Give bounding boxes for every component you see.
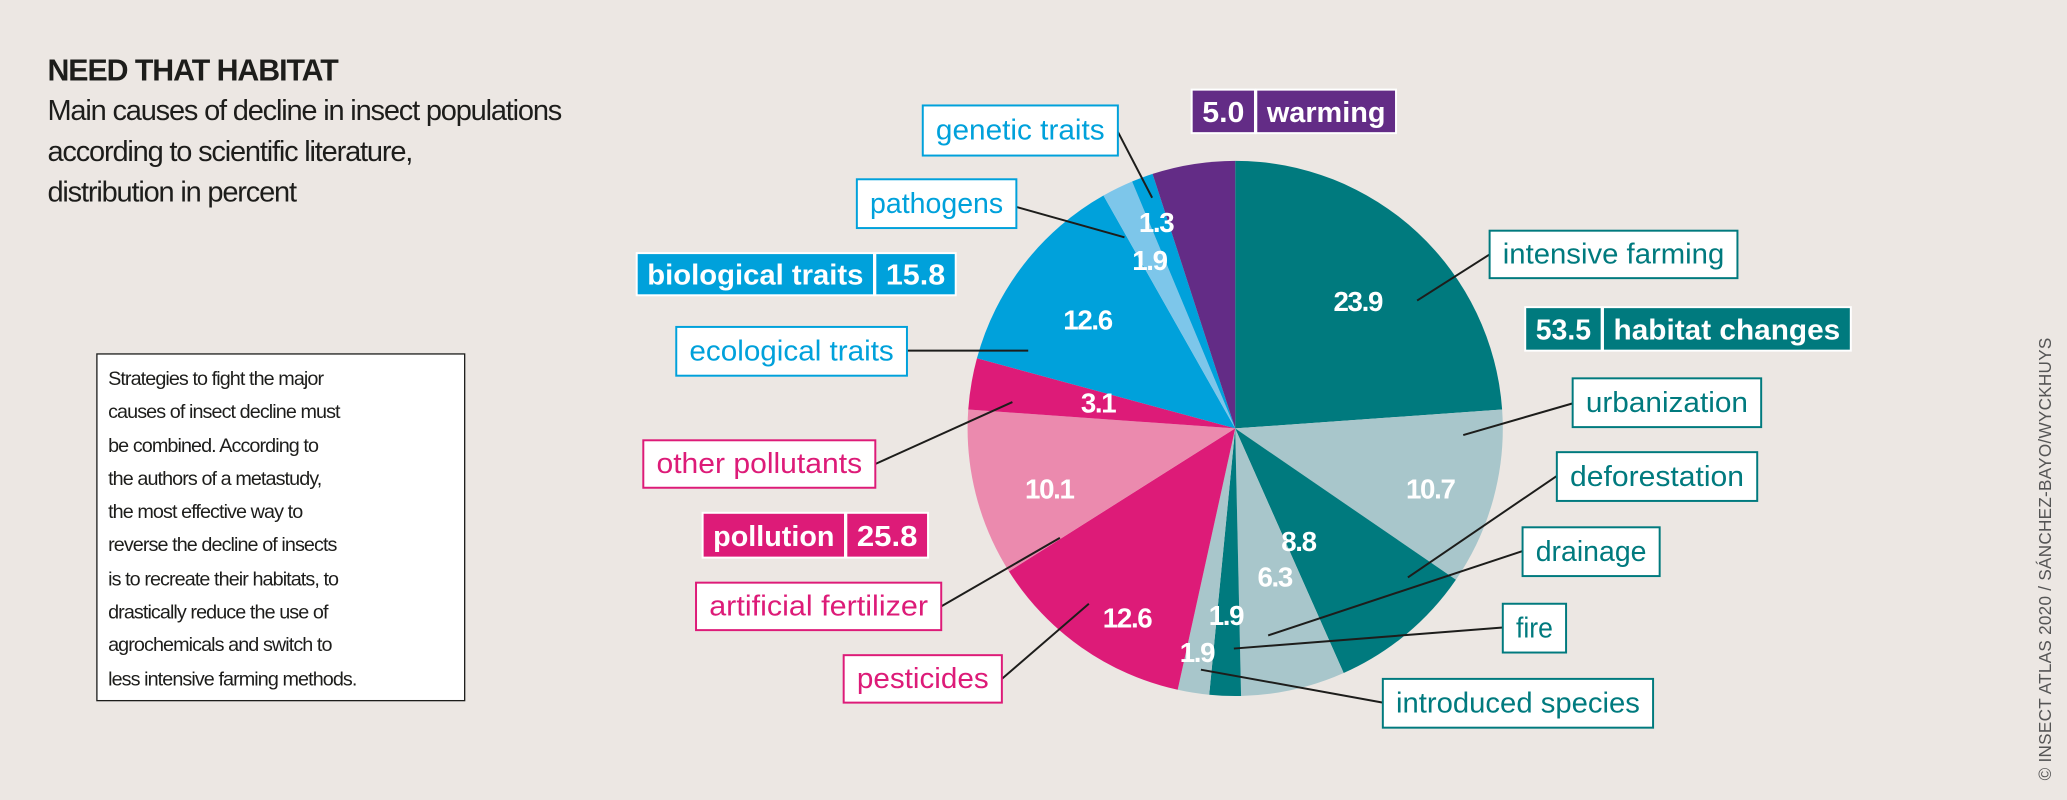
pie-slice-fire — [1209, 428, 1242, 697]
group-total-warming: 5.0 — [1202, 97, 1244, 129]
group-name-warming: warming — [1266, 97, 1386, 129]
callout-label-deforestation: deforestation — [1570, 461, 1744, 493]
callout-label-genetic-traits: genetic traits — [936, 115, 1105, 147]
pie-slice-ecological-traits — [976, 195, 1236, 429]
slice-value-introduced-species: 1.9 — [1180, 637, 1215, 668]
note-line: the authors of a metastudy, — [108, 467, 322, 491]
group-badge-cell-warming — [1190, 88, 1256, 135]
pie-slice-intensive-farming — [1235, 160, 1503, 429]
group-badge-cell-biological-traits — [874, 252, 957, 297]
callout-label-pesticides: pesticides — [857, 663, 989, 695]
leader-line-introduced-species — [1200, 668, 1384, 704]
slice-value-artificial-fertilizer: 10.1 — [1025, 473, 1075, 504]
callout-label-drainage: drainage — [1536, 536, 1647, 568]
slice-value-deforestation: 8.8 — [1281, 526, 1316, 557]
callout-box-introduced-species — [1381, 677, 1655, 729]
note-line: causes of insect decline must — [108, 401, 340, 424]
slice-value-ecological-traits: 12.6 — [1063, 305, 1113, 336]
callout-box-deforestation — [1555, 451, 1759, 502]
note-line: less intensive farming methods. — [108, 667, 357, 691]
note-line: the most effective way to — [108, 501, 303, 524]
callout-box-pathogens — [855, 178, 1018, 230]
callout-label-ecological-traits: ecological traits — [689, 336, 893, 368]
note-box: Strategies to fight the major causes of … — [96, 353, 466, 702]
group-badge-cell-pollution — [845, 511, 930, 559]
group-total-pollution: 25.8 — [857, 521, 918, 553]
chart-subtitle: Main causes of decline in insect populat… — [47, 90, 653, 213]
callout-box-drainage — [1521, 526, 1661, 578]
group-badge-cell-warming — [1255, 88, 1398, 135]
callout-box-intensive-farming — [1488, 229, 1739, 280]
note-line: Strategies to fight the major — [108, 367, 324, 391]
leader-line-other-pollutants — [874, 401, 1013, 465]
chart-title: NEED THAT HABITAT — [47, 52, 338, 88]
leader-line-intensive-farming — [1416, 253, 1491, 302]
pie-slice-genetic-traits — [1132, 173, 1236, 429]
callout-box-fire — [1501, 602, 1568, 654]
pie-slice-pathogens — [1103, 181, 1236, 429]
pie-slice-introduced-species — [1177, 428, 1236, 695]
slice-value-pathogens: 1.9 — [1132, 245, 1167, 276]
slice-value-intensive-farming: 23.9 — [1333, 286, 1383, 317]
subtitle-line: distribution in percent — [47, 175, 297, 209]
slice-value-other-pollutants: 3.1 — [1081, 388, 1116, 419]
group-badge-cell-habitat-changes — [1601, 306, 1852, 352]
note-line: is to recreate their habitats, to — [108, 567, 339, 591]
group-name-habitat-changes: habitat changes — [1614, 314, 1841, 346]
leader-line-pesticides — [1001, 603, 1090, 680]
leader-line-drainage — [1267, 550, 1523, 637]
group-name-biological-traits: biological traits — [647, 260, 863, 292]
subtitle-line: Main causes of decline in insect populat… — [47, 93, 562, 127]
slice-value-drainage: 6.3 — [1257, 562, 1292, 593]
callout-box-other-pollutants — [642, 439, 877, 489]
subtitle-line: according to scientific literature, — [47, 134, 413, 168]
group-total-habitat-changes: 53.5 — [1536, 314, 1591, 346]
group-badge-cell-habitat-changes — [1524, 306, 1603, 352]
pie-slice-urbanization — [1235, 409, 1503, 580]
leader-line-artificial-fertilizer — [940, 536, 1061, 608]
group-total-biological-traits: 15.8 — [886, 260, 945, 292]
leader-line-urbanization — [1462, 402, 1573, 436]
leader-line-fire — [1233, 626, 1503, 650]
callout-box-artificial-fertilizer — [695, 581, 943, 632]
leader-line-genetic-traits — [1116, 131, 1154, 199]
slice-value-urbanization: 10.7 — [1406, 473, 1456, 504]
note-line: agrochemicals and switch to — [108, 634, 332, 657]
callout-label-pathogens: pathogens — [870, 188, 1003, 220]
pie-slice-warming — [1152, 160, 1236, 429]
callout-label-intensive-farming: intensive farming — [1503, 239, 1724, 271]
note-line: reverse the decline of insects — [108, 534, 337, 557]
callout-label-artificial-fertilizer: artificial fertilizer — [709, 591, 928, 623]
group-name-pollution: pollution — [713, 521, 834, 553]
pie-slice-other-pollutants — [968, 358, 1236, 429]
note-line: be combined. According to — [108, 434, 319, 457]
callout-label-other-pollutants: other pollutants — [656, 448, 862, 480]
callout-box-pesticides — [842, 654, 1003, 704]
slice-value-genetic-traits: 1.3 — [1139, 207, 1174, 238]
callout-label-urbanization: urbanization — [1586, 387, 1748, 419]
callout-box-genetic-traits — [921, 104, 1119, 157]
callout-label-introduced-species: introduced species — [1396, 688, 1640, 720]
slice-value-fire: 1.9 — [1209, 600, 1244, 631]
group-badge-cell-biological-traits — [635, 252, 875, 297]
pie-slice-artificial-fertilizer — [967, 409, 1236, 572]
callout-label-fire: fire — [1516, 612, 1553, 644]
slice-value-pesticides: 12.6 — [1103, 602, 1153, 633]
pie-slice-deforestation — [1235, 428, 1456, 674]
leader-line-deforestation — [1407, 475, 1558, 579]
note-line: drastically reduce the use of — [108, 601, 328, 624]
callout-box-ecological-traits — [675, 325, 908, 377]
pie-slice-drainage — [1235, 428, 1344, 696]
leader-line-pathogens — [1016, 206, 1125, 239]
callout-box-urbanization — [1571, 377, 1763, 429]
group-badge-cell-pollution — [701, 511, 846, 559]
